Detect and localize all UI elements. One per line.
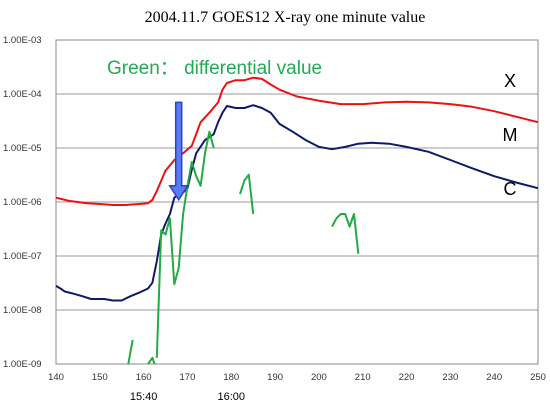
x-tick-label: 190 bbox=[267, 372, 283, 383]
x-tick-label: 170 bbox=[180, 372, 196, 383]
class-label-x: X bbox=[504, 71, 516, 91]
series-line-2 bbox=[239, 173, 255, 215]
arrow-marker bbox=[168, 101, 190, 202]
arrow-shape bbox=[168, 101, 190, 202]
x-tick-label: 240 bbox=[486, 372, 502, 383]
y-tick-label: 1.00E-03 bbox=[3, 35, 42, 46]
y-tick-label: 1.00E-08 bbox=[3, 305, 42, 316]
series-line-0 bbox=[55, 76, 539, 206]
y-tick-label: 1.00E-07 bbox=[3, 251, 42, 262]
tick-labels: 1.00E-09 1.00E-08 1.00E-07 1.00E-06 1.00E-05… bbox=[3, 35, 546, 403]
grid bbox=[55, 39, 539, 365]
y-tick-label: 1.00E-06 bbox=[3, 197, 42, 208]
x-tick-label: 150 bbox=[92, 372, 108, 383]
x-tick-label: 140 bbox=[48, 372, 64, 383]
time-label: 16:00 bbox=[218, 391, 246, 403]
plot-frame bbox=[55, 39, 539, 365]
series-group bbox=[55, 76, 539, 365]
x-tick-label: 200 bbox=[311, 372, 327, 383]
class-label-m: M bbox=[503, 125, 518, 145]
y-tick-label: 1.00E-09 bbox=[3, 359, 42, 370]
series-line-2 bbox=[127, 339, 134, 365]
x-tick-label: 210 bbox=[355, 372, 371, 383]
y-tick-label: 1.00E-04 bbox=[3, 89, 42, 100]
annotation-label: Green： differential value bbox=[107, 58, 322, 79]
series-line-1 bbox=[55, 104, 539, 302]
chart-title: 2004.11.7 GOES12 X-ray one minute value bbox=[145, 9, 426, 26]
series-line-2 bbox=[155, 130, 215, 358]
series-line-2 bbox=[331, 213, 360, 254]
x-tick-label: 160 bbox=[136, 372, 152, 383]
x-tick-label: 230 bbox=[442, 372, 458, 383]
class-label-c: C bbox=[504, 179, 517, 199]
series-line-2 bbox=[147, 356, 156, 365]
x-tick-label: 220 bbox=[399, 372, 415, 383]
time-label: 15:40 bbox=[130, 391, 158, 403]
x-tick-label: 180 bbox=[223, 372, 239, 383]
y-tick-label: 1.00E-05 bbox=[3, 143, 42, 154]
class-labels: X M C bbox=[503, 71, 518, 199]
x-tick-label: 250 bbox=[530, 372, 546, 383]
